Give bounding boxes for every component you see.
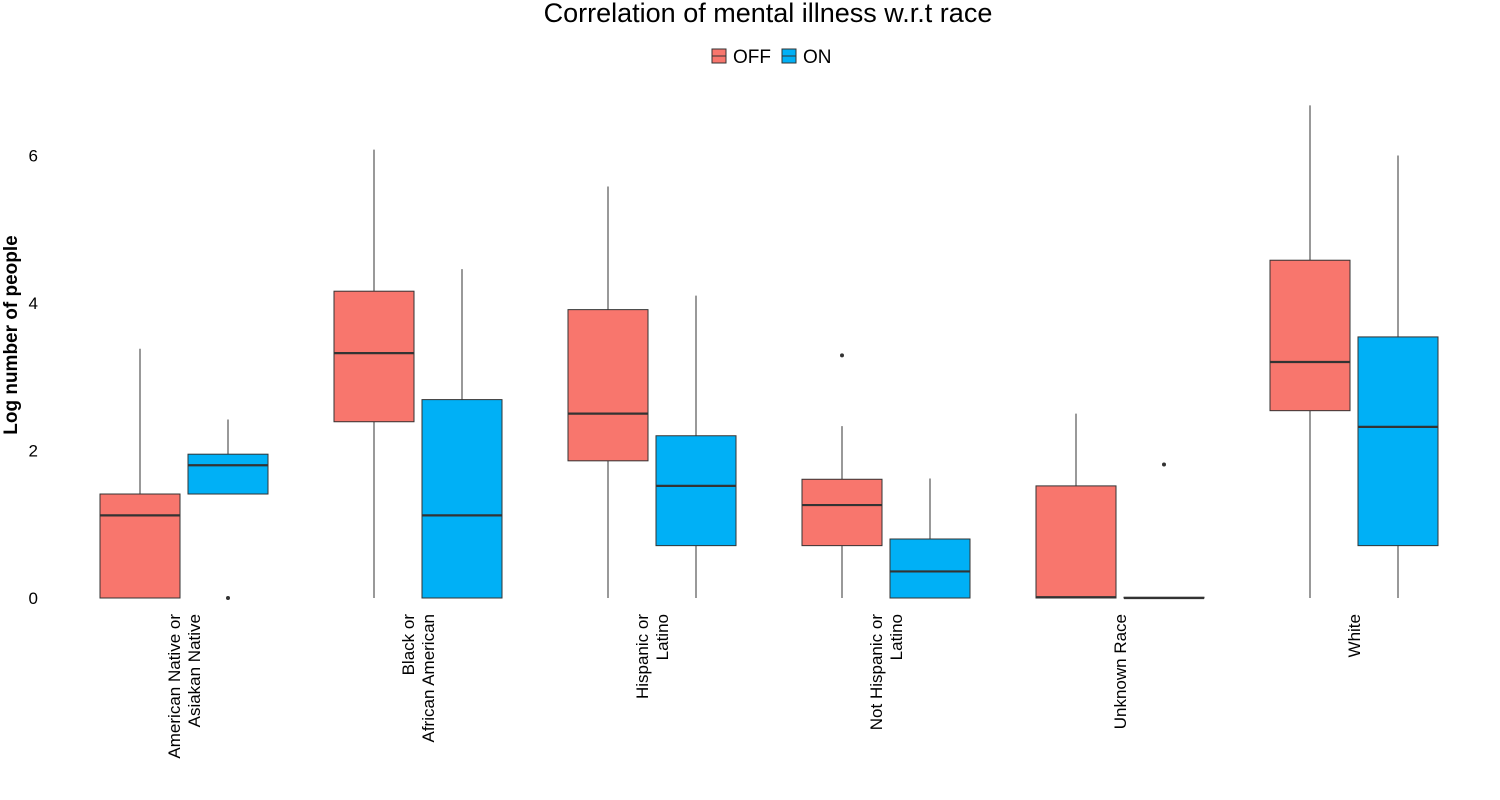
boxes <box>99 105 1439 600</box>
box-rect <box>1035 485 1117 599</box>
x-tick-line: Hispanic or <box>633 614 652 699</box>
box-off-2 <box>567 186 649 598</box>
box-off-5 <box>1269 105 1351 598</box>
y-axis-label: Log number of people <box>1 235 22 435</box>
box-rect <box>1357 336 1439 547</box>
box-on-5 <box>1357 155 1439 598</box>
y-tick-label: 0 <box>29 589 38 608</box>
box-rect <box>333 290 415 423</box>
box-rect <box>889 538 971 599</box>
x-tick-line: Not Hispanic or <box>867 614 886 731</box>
box-rect <box>187 453 269 495</box>
box-off-4 <box>1035 413 1117 599</box>
box-off-0 <box>99 348 181 599</box>
y-tick-label: 2 <box>29 442 38 461</box>
y-tick-label: 6 <box>29 147 38 166</box>
x-tick-label: Not Hispanic orLatino <box>867 614 906 731</box>
x-tick-line: White <box>1345 614 1364 657</box>
outlier-point <box>226 596 230 600</box>
x-tick-line: Latino <box>887 614 906 660</box>
x-tick-label: Unknown Race <box>1111 614 1130 729</box>
legend-item-off: OFF <box>711 47 771 68</box>
legend: OFF ON <box>711 47 832 68</box>
box-on-1 <box>421 269 503 599</box>
y-axis-ticks: 0 2 4 6 <box>29 147 38 609</box>
x-tick-label: Hispanic orLatino <box>633 614 672 699</box>
box-rect <box>99 493 181 599</box>
box-off-3 <box>801 353 883 598</box>
x-tick-line: Black or <box>399 614 418 676</box>
legend-label: OFF <box>733 47 771 68</box>
box-rect <box>801 478 883 547</box>
legend-item-on: ON <box>781 47 832 68</box>
box-off-1 <box>333 149 415 598</box>
outlier-point <box>840 353 844 358</box>
x-tick-line: Asiakan Native <box>185 614 204 727</box>
box-on-0 <box>187 419 269 600</box>
x-tick-label: Black orAfrican American <box>399 614 438 743</box>
box-rect <box>567 309 649 462</box>
x-tick-line: African American <box>419 614 438 743</box>
box-on-3 <box>889 478 971 599</box>
chart-title: Correlation of mental illness w.r.t race <box>544 0 993 28</box>
box-rect <box>655 435 737 547</box>
legend-label: ON <box>803 47 832 68</box>
x-axis-ticks: American Native orAsiakan Native Black or… <box>165 614 1364 759</box>
outlier-point <box>1162 462 1166 467</box>
x-tick-label: White <box>1345 614 1364 657</box>
x-tick-line: American Native or <box>165 614 184 759</box>
box-on-4 <box>1123 462 1205 600</box>
box-on-2 <box>655 295 737 598</box>
y-tick-label: 4 <box>29 294 38 313</box>
x-tick-line: Unknown Race <box>1111 614 1130 729</box>
box-rect <box>1269 259 1351 412</box>
box-rect <box>421 399 503 599</box>
x-tick-line: Latino <box>653 614 672 660</box>
x-tick-label: American Native orAsiakan Native <box>165 614 204 759</box>
